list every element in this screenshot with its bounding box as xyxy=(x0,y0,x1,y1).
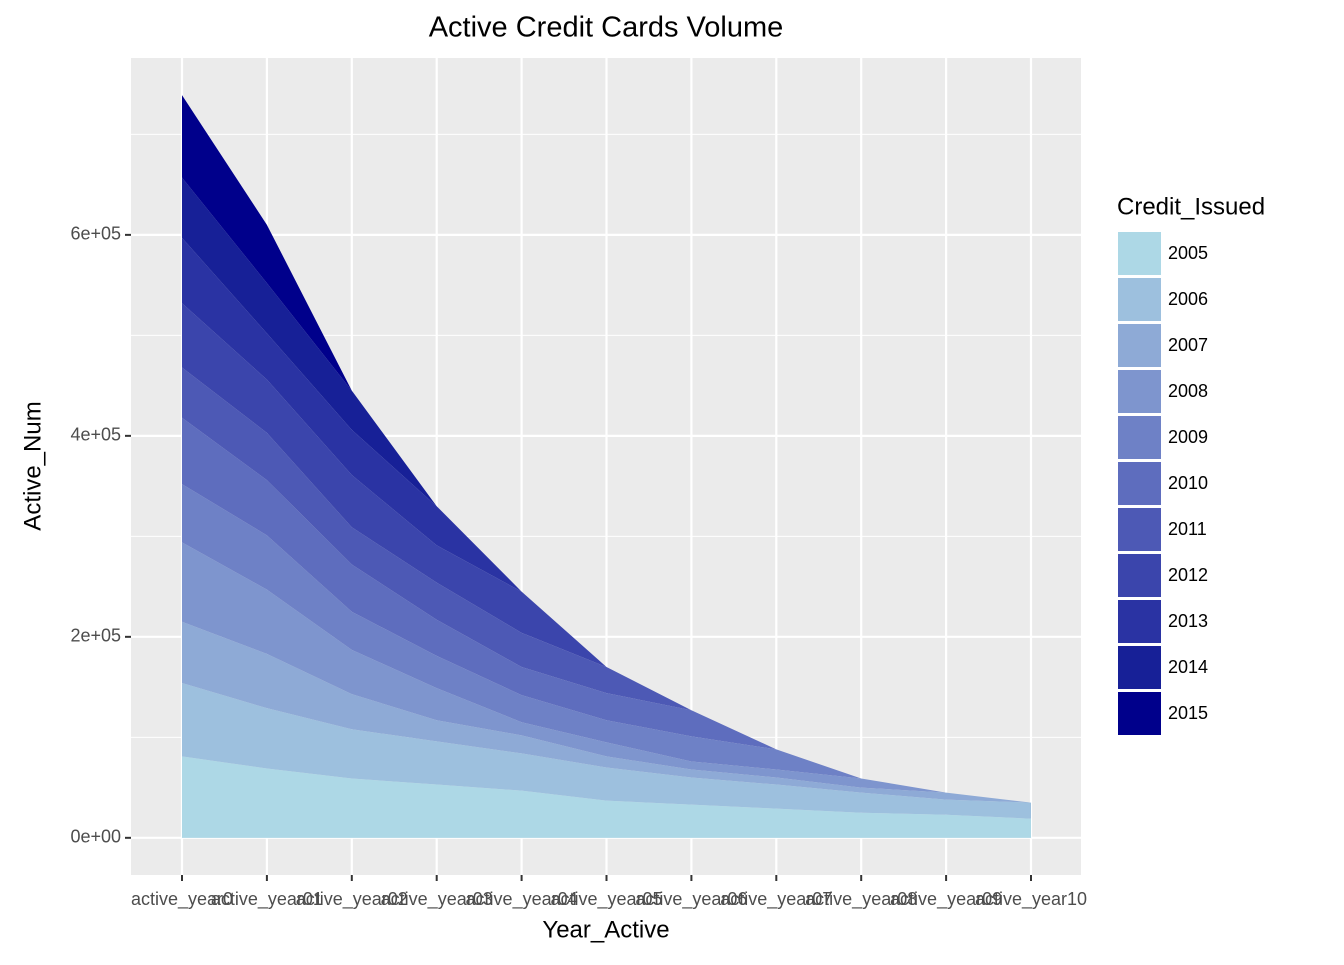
legend-key xyxy=(1118,324,1161,367)
legend-title: Credit_Issued xyxy=(1117,193,1265,220)
legend-label: 2015 xyxy=(1168,703,1208,723)
x-tick-label: active_year07 xyxy=(720,889,832,910)
x-tick-label: active_year10 xyxy=(975,889,1087,910)
legend-key xyxy=(1118,416,1161,459)
areas xyxy=(182,95,1031,838)
x-tick-label: active_year0 xyxy=(131,889,233,910)
x-tick-label: active_year02 xyxy=(296,889,408,910)
area xyxy=(182,756,1031,838)
x-tick-label: active_year05 xyxy=(550,889,662,910)
legend-label: 2006 xyxy=(1168,289,1208,309)
legend-label: 2007 xyxy=(1168,335,1208,355)
legend-key xyxy=(1118,600,1161,643)
legend-label: 2012 xyxy=(1168,565,1208,585)
legend-label: 2013 xyxy=(1168,611,1208,631)
area xyxy=(182,484,1031,803)
legend-key xyxy=(1118,232,1161,275)
x-tick-label: active_year03 xyxy=(381,889,493,910)
y-tick-label: 2e+05 xyxy=(70,626,121,646)
x-tick-label: active_year04 xyxy=(466,889,578,910)
legend: 2005 2006 2007 2008 2009 2010 2011 2012 2013 2014… xyxy=(1118,232,1208,735)
legend-key xyxy=(1118,370,1161,413)
legend-key xyxy=(1118,462,1161,505)
area xyxy=(182,621,1031,803)
chart-title: Active Credit Cards Volume xyxy=(429,12,784,44)
legend-label: 2010 xyxy=(1168,473,1208,493)
axes: 0e+002e+054e+056e+05active_year0active_y… xyxy=(70,224,1087,910)
y-tick-label: 6e+05 xyxy=(70,224,121,244)
x-tick-label: active_year06 xyxy=(635,889,747,910)
legend-key xyxy=(1118,278,1161,321)
area xyxy=(182,683,1031,819)
area xyxy=(182,542,1031,803)
y-tick-label: 0e+00 xyxy=(70,827,121,847)
x-tick-label: active_year01 xyxy=(211,889,323,910)
y-tick-label: 4e+05 xyxy=(70,425,121,445)
y-axis-title: Active_Num xyxy=(19,401,46,530)
legend-key xyxy=(1118,692,1161,735)
legend-label: 2005 xyxy=(1168,243,1208,263)
legend-key xyxy=(1118,554,1161,597)
x-axis-title: Year_Active xyxy=(542,916,669,943)
legend-key xyxy=(1118,646,1161,689)
legend-label: 2014 xyxy=(1168,657,1208,677)
area xyxy=(182,417,1031,803)
legend-label: 2008 xyxy=(1168,381,1208,401)
legend-key xyxy=(1118,508,1161,551)
x-tick-label: active_year08 xyxy=(805,889,917,910)
legend-label: 2011 xyxy=(1168,519,1207,539)
x-tick-label: active_year09 xyxy=(890,889,1002,910)
legend-label: 2009 xyxy=(1168,427,1208,447)
